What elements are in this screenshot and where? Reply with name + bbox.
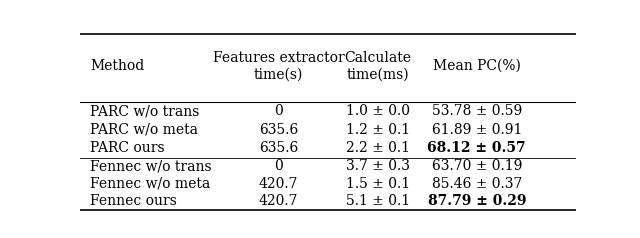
Text: 2.2 ± 0.1: 2.2 ± 0.1 — [346, 141, 410, 155]
Text: 0: 0 — [274, 159, 283, 174]
Text: Fennec w/o meta: Fennec w/o meta — [90, 177, 210, 191]
Text: 63.70 ± 0.19: 63.70 ± 0.19 — [431, 159, 522, 174]
Text: 85.46 ± 0.37: 85.46 ± 0.37 — [431, 177, 522, 191]
Text: PARC w/o meta: PARC w/o meta — [90, 123, 198, 137]
Text: 1.0 ± 0.0: 1.0 ± 0.0 — [346, 104, 410, 118]
Text: PARC ours: PARC ours — [90, 141, 164, 155]
Text: 635.6: 635.6 — [259, 141, 298, 155]
Text: 635.6: 635.6 — [259, 123, 298, 137]
Text: 68.12 ± 0.57: 68.12 ± 0.57 — [428, 141, 526, 155]
Text: 420.7: 420.7 — [259, 194, 298, 208]
Text: 5.1 ± 0.1: 5.1 ± 0.1 — [346, 194, 410, 208]
Text: Method: Method — [90, 59, 144, 73]
Text: 3.7 ± 0.3: 3.7 ± 0.3 — [346, 159, 410, 174]
Text: 1.2 ± 0.1: 1.2 ± 0.1 — [346, 123, 410, 137]
Text: 0: 0 — [274, 104, 283, 118]
Text: Fennec w/o trans: Fennec w/o trans — [90, 159, 212, 174]
Text: 1.5 ± 0.1: 1.5 ± 0.1 — [346, 177, 410, 191]
Text: Mean PC(%): Mean PC(%) — [433, 59, 521, 73]
Text: PARC w/o trans: PARC w/o trans — [90, 104, 199, 118]
Text: 61.89 ± 0.91: 61.89 ± 0.91 — [431, 123, 522, 137]
Text: 53.78 ± 0.59: 53.78 ± 0.59 — [431, 104, 522, 118]
Text: 87.79 ± 0.29: 87.79 ± 0.29 — [428, 194, 526, 208]
Text: Calculate
time(ms): Calculate time(ms) — [344, 51, 411, 81]
Text: Fennec ours: Fennec ours — [90, 194, 177, 208]
Text: 420.7: 420.7 — [259, 177, 298, 191]
Text: Features extractor
time(s): Features extractor time(s) — [212, 51, 344, 81]
